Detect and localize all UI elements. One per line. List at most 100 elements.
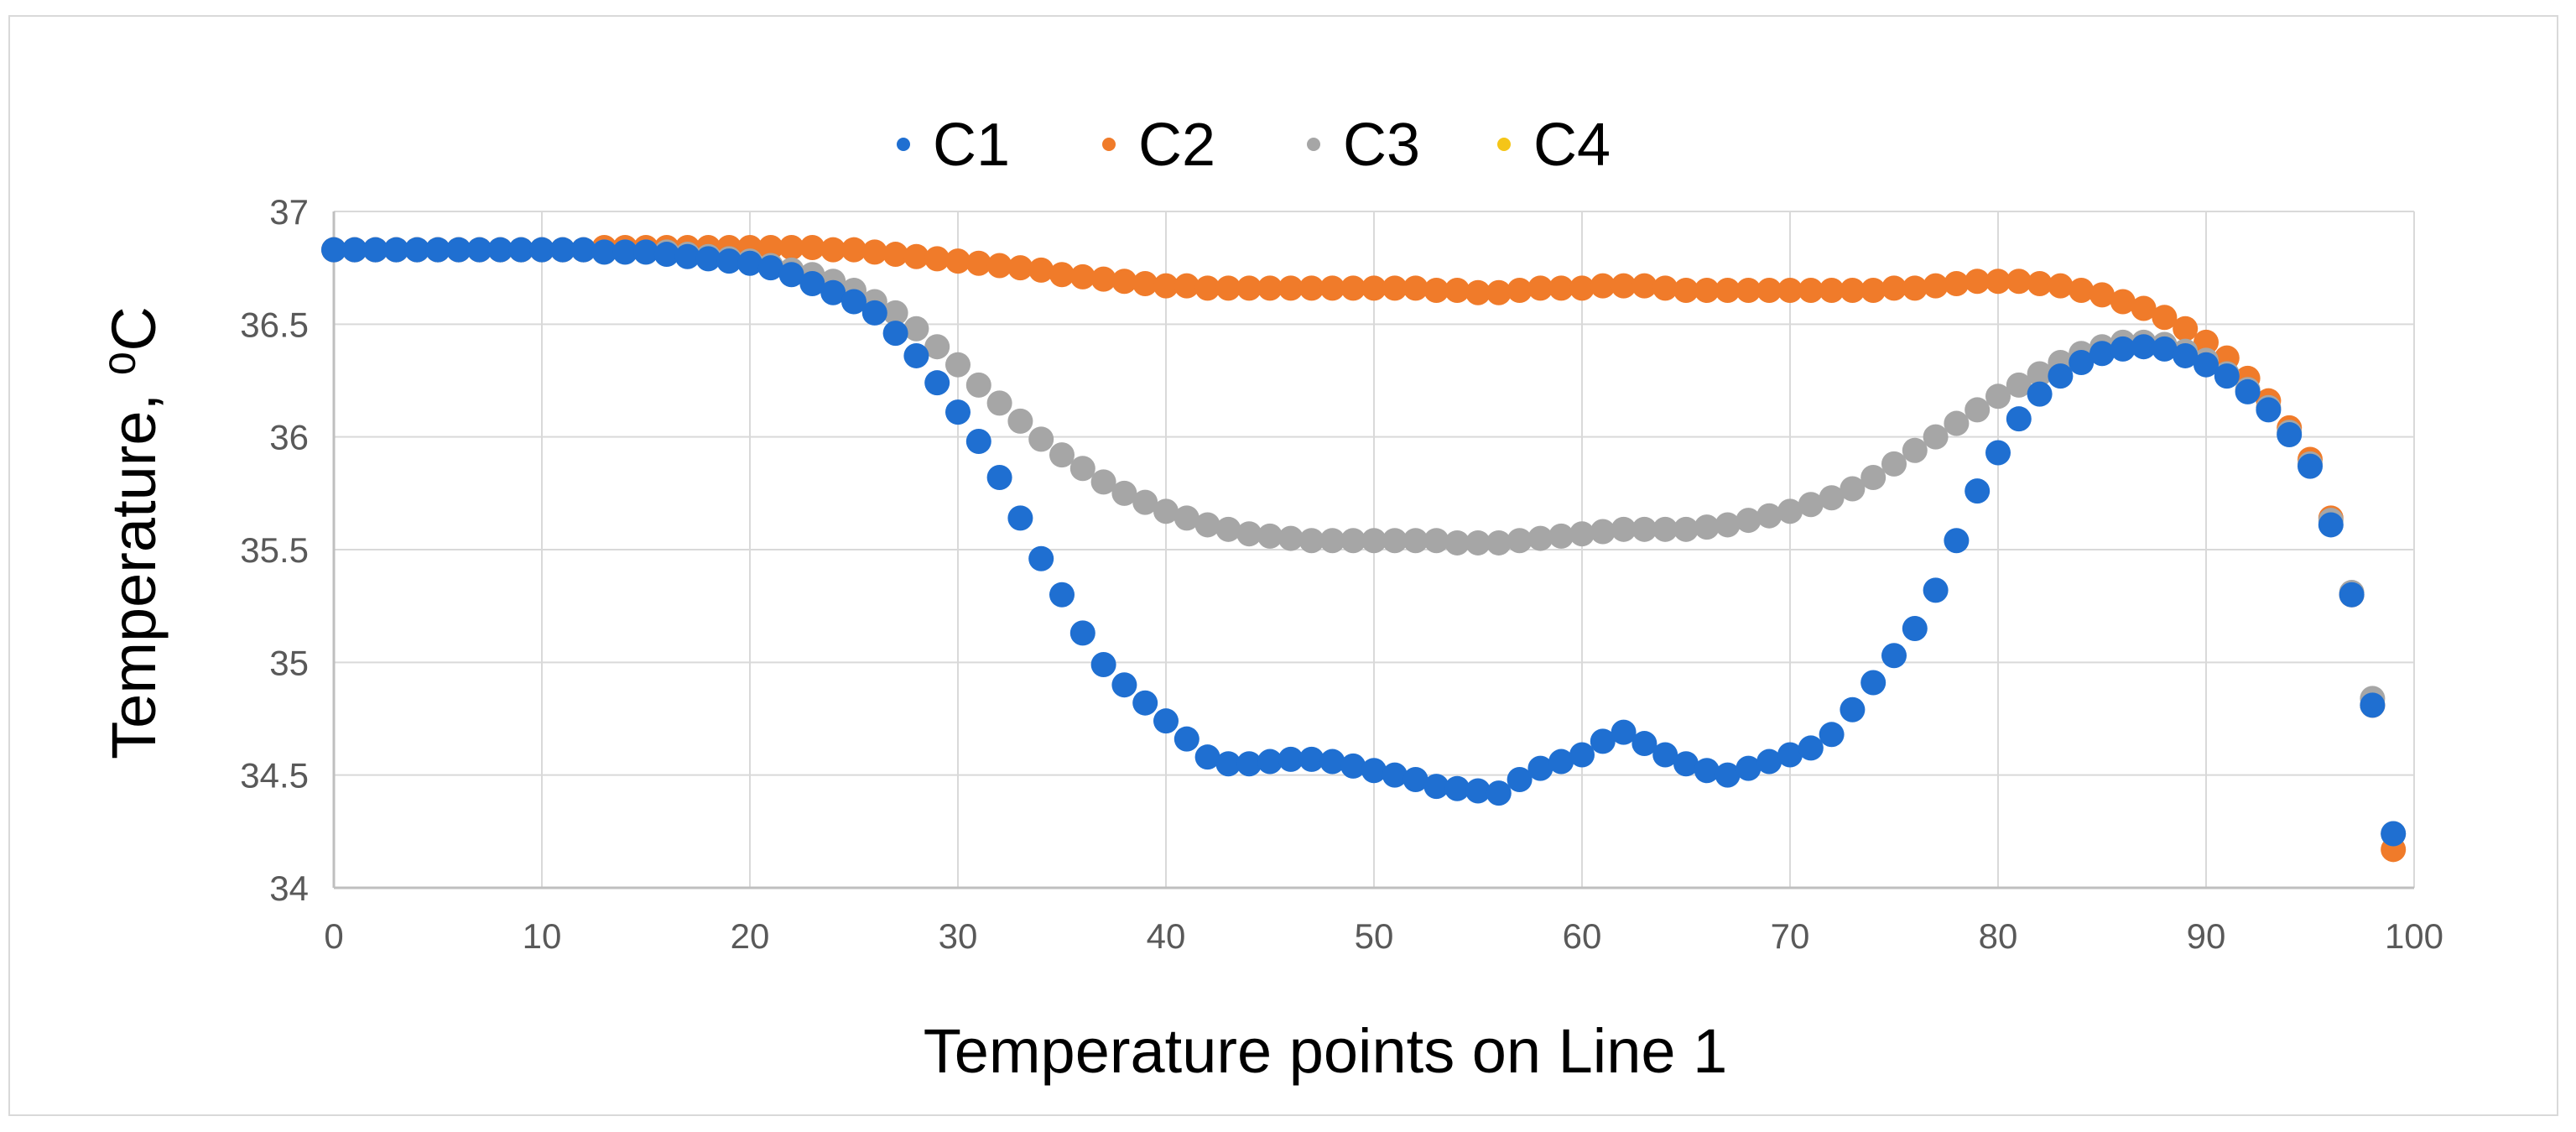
point-c3: [1465, 529, 1491, 556]
point-c2: [1153, 273, 1179, 299]
point-c1: [799, 270, 825, 296]
point-c1: [1361, 758, 1387, 784]
x-tick-label: 80: [1979, 916, 2018, 956]
point-c2: [1194, 275, 1220, 301]
point-c1: [2256, 397, 2282, 423]
point-c1: [1944, 528, 1970, 554]
point-c1: [362, 237, 388, 263]
point-c1: [1028, 545, 1054, 571]
x-tick-label: 50: [1355, 916, 1394, 956]
point-c3: [1569, 521, 1595, 547]
point-c3: [1548, 523, 1574, 549]
x-tick-label: 30: [939, 916, 978, 956]
point-c1: [1194, 744, 1220, 770]
legend-marker-c2: [1102, 138, 1116, 151]
point-c1: [383, 237, 409, 263]
legend-label-c2: C2: [1138, 112, 1215, 179]
x-tick-label: 60: [1563, 916, 1602, 956]
x-tick-label: 10: [523, 916, 562, 956]
point-c3: [1507, 528, 1533, 554]
point-c2: [1798, 278, 1824, 304]
point-c1: [1902, 616, 1928, 642]
point-c3: [1402, 528, 1429, 554]
point-c3: [1486, 529, 1512, 556]
point-c2: [1111, 269, 1137, 295]
point-c2: [2173, 316, 2199, 342]
point-c2: [1694, 278, 1720, 304]
point-c1: [1319, 749, 1345, 775]
point-c3: [1319, 528, 1345, 554]
point-c3: [924, 334, 950, 360]
point-c1: [1923, 577, 1949, 603]
x-tick-label: 90: [2187, 916, 2226, 956]
point-c1: [924, 370, 950, 396]
point-c1: [1777, 742, 1803, 768]
point-c1: [945, 399, 971, 425]
point-c2: [1631, 273, 1657, 299]
point-c1: [508, 237, 534, 263]
tick-layer: 34 34.5 35 35.5 36 36.5 37 0 10 20 30 40 50 60 70 80 90 1…: [240, 192, 2443, 956]
point-c2: [1902, 275, 1928, 301]
x-axis-title: Temperature points on Line 1: [924, 1016, 1728, 1086]
point-c3: [1611, 516, 1637, 542]
point-c1: [2048, 363, 2074, 389]
point-c2: [1257, 275, 1283, 301]
point-c1: [1736, 755, 1762, 781]
point-c3: [882, 300, 908, 326]
point-c1: [1673, 751, 1699, 777]
point-c2: [1611, 273, 1637, 299]
point-c2: [1944, 270, 1970, 296]
point-c1: [466, 237, 492, 263]
point-c1: [2318, 512, 2344, 538]
y-axis-title: Temperature, ⁰C: [99, 306, 169, 759]
point-c2: [778, 234, 804, 260]
point-c1: [1694, 758, 1720, 784]
point-c1: [1069, 620, 1095, 646]
point-c3: [1881, 451, 1907, 477]
point-c3: [1236, 521, 1262, 547]
legend-marker-c1: [897, 138, 910, 151]
point-c1: [1236, 751, 1262, 777]
y-tick-label: 36: [269, 418, 309, 457]
point-c2: [1423, 278, 1449, 304]
point-c2: [2089, 282, 2115, 308]
point-c2: [1278, 275, 1304, 301]
point-c1: [1798, 735, 1824, 761]
point-c2: [2152, 305, 2178, 331]
point-c1: [2235, 378, 2261, 404]
point-c3: [1923, 424, 1949, 450]
point-c1: [1715, 762, 1741, 788]
point-c1: [591, 239, 617, 265]
point-c1: [2277, 421, 2303, 447]
point-c2: [1860, 278, 1886, 304]
point-c3: [1257, 523, 1283, 549]
series-c3: [321, 237, 2407, 847]
point-c2: [1069, 263, 1095, 290]
x-tick-label: 70: [1771, 916, 1810, 956]
point-c1: [445, 237, 471, 263]
point-c2: [1923, 273, 1949, 299]
point-c2: [903, 243, 929, 269]
x-tick-label: 20: [731, 916, 770, 956]
point-c3: [1028, 426, 1054, 452]
point-c1: [737, 250, 762, 276]
point-c3: [2006, 372, 2032, 398]
point-c1: [612, 239, 638, 265]
legend-marker-c4: [1497, 138, 1511, 151]
point-c1: [2110, 336, 2136, 362]
point-c1: [1257, 749, 1283, 775]
point-c2: [799, 234, 825, 260]
point-c1: [633, 239, 658, 265]
point-c3: [1340, 528, 1366, 554]
point-c2: [2131, 295, 2157, 321]
legend-label-c3: C3: [1343, 112, 1420, 179]
point-c1: [2214, 363, 2240, 389]
point-c2: [2048, 273, 2074, 299]
point-c3: [1298, 528, 1324, 554]
point-c1: [1860, 670, 1886, 696]
point-c2: [882, 242, 908, 268]
point-c1: [1881, 643, 1907, 669]
point-c3: [1090, 469, 1116, 495]
point-c1: [1007, 505, 1033, 531]
point-c2: [757, 234, 783, 260]
